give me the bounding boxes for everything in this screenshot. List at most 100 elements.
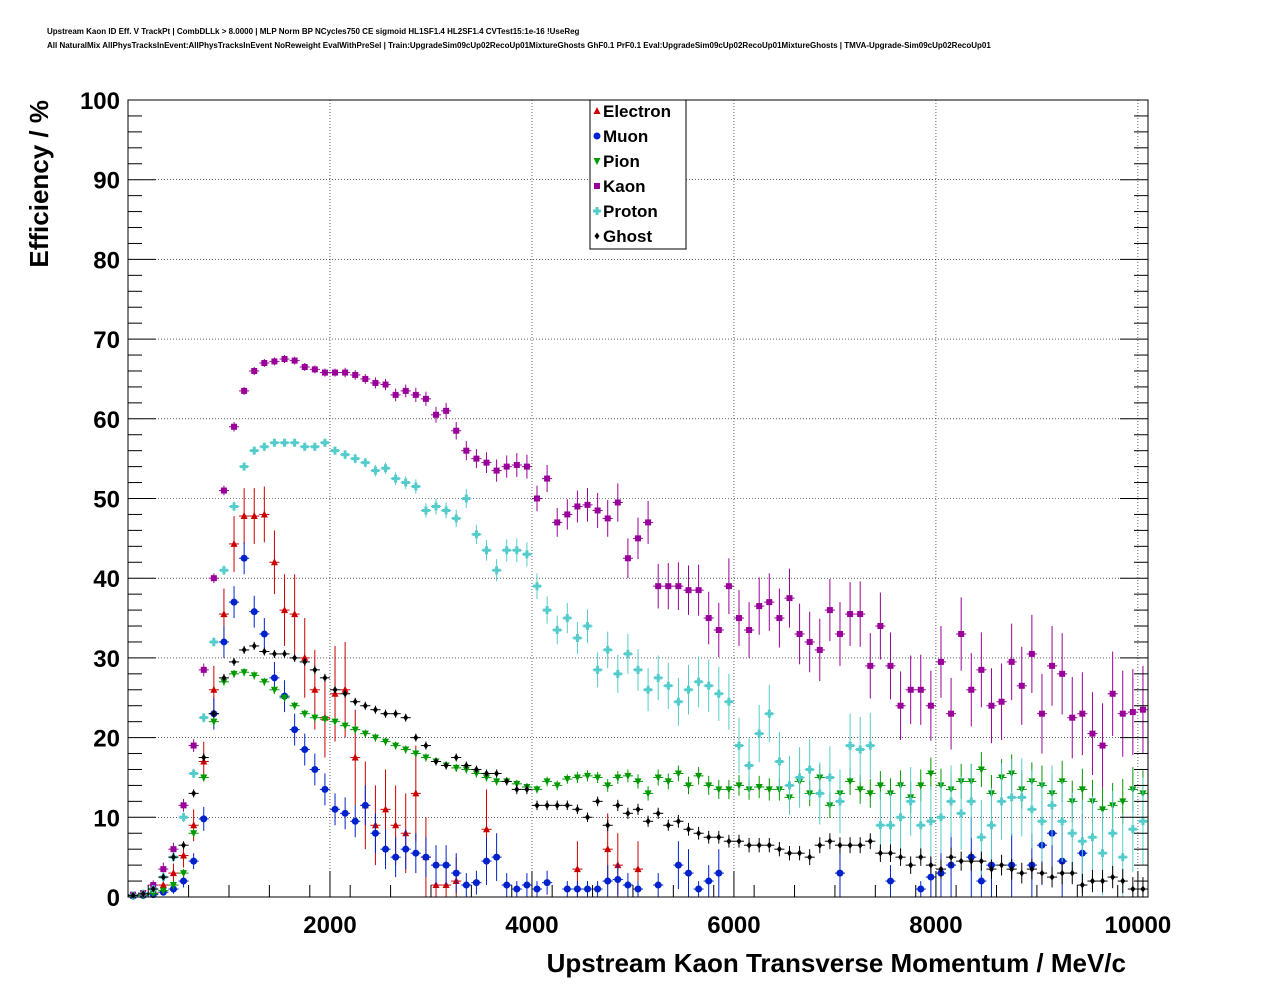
- ghost-point: [443, 761, 449, 769]
- proton-point: [361, 458, 370, 467]
- pion-point: [674, 770, 682, 778]
- ghost-point: [857, 841, 863, 849]
- muon-point: [977, 877, 985, 885]
- pion-point: [371, 734, 379, 742]
- proton-point: [442, 506, 451, 515]
- proton-point: [1078, 837, 1087, 846]
- proton-point: [381, 464, 390, 473]
- muon-point: [533, 885, 541, 893]
- y-tick-label: 30: [93, 646, 120, 673]
- proton-point: [290, 438, 299, 447]
- proton-point: [846, 741, 855, 750]
- ghost-point: [827, 837, 833, 845]
- ghost-point: [1049, 873, 1055, 881]
- kaon-point: [210, 575, 217, 582]
- muon-point: [684, 869, 692, 877]
- pion-point: [563, 776, 571, 784]
- y-tick-label: 20: [93, 726, 120, 753]
- x-axis-label: Upstream Kaon Transverse Momentum / MeV/…: [547, 948, 1126, 978]
- kaon-point: [160, 866, 167, 873]
- proton-point: [391, 474, 400, 483]
- proton-point: [351, 454, 360, 463]
- proton-point: [613, 669, 622, 678]
- kaon-point: [251, 367, 258, 374]
- y-tick-label: 90: [93, 168, 120, 195]
- muon-point: [654, 881, 662, 889]
- kaon-point: [705, 615, 712, 622]
- muon-point: [301, 746, 309, 754]
- ghost-point: [473, 765, 479, 773]
- pion-point: [159, 887, 167, 895]
- pion-point: [422, 754, 430, 762]
- kaon-point: [1089, 730, 1096, 737]
- kaon-point: [1139, 706, 1146, 713]
- ghost-point: [837, 841, 843, 849]
- kaon-point: [978, 666, 985, 673]
- muon-point: [321, 785, 329, 793]
- proton-point: [664, 681, 673, 690]
- muon-point: [634, 885, 642, 893]
- proton-point: [1058, 817, 1067, 826]
- kaon-point: [554, 519, 561, 526]
- pion-point: [149, 890, 157, 898]
- kaon-point: [948, 710, 955, 717]
- ghost-point: [241, 646, 247, 654]
- ghost-point: [766, 841, 772, 849]
- kaon-point: [806, 638, 813, 645]
- kaon-point: [261, 360, 268, 367]
- kaon-point: [968, 686, 975, 693]
- proton-point: [189, 769, 198, 778]
- kaon-point: [796, 630, 803, 637]
- proton-point: [320, 438, 329, 447]
- kaon-point: [1038, 710, 1045, 717]
- ghost-point: [908, 861, 914, 869]
- kaon-point: [1129, 709, 1136, 716]
- electron-point: [169, 869, 177, 877]
- proton-point: [785, 781, 794, 790]
- ghost-point: [282, 650, 288, 658]
- pion-point: [200, 774, 208, 782]
- pion-point: [705, 782, 713, 790]
- proton-point: [634, 665, 642, 674]
- kaon-point: [564, 511, 571, 518]
- proton-point: [684, 685, 693, 694]
- kaon-point: [1069, 714, 1076, 721]
- muon-point: [291, 726, 299, 734]
- ghost-point: [1130, 885, 1136, 893]
- pion-point: [321, 716, 329, 724]
- pion-point: [634, 778, 642, 786]
- proton-point: [1098, 849, 1107, 858]
- pion-point: [260, 678, 268, 686]
- kaon-point: [887, 662, 894, 669]
- pion-point: [594, 774, 602, 782]
- muon-point: [705, 877, 713, 885]
- ghost-point: [887, 849, 893, 857]
- kaon-point: [756, 603, 763, 610]
- ghost-point: [423, 742, 429, 750]
- electron-point: [291, 610, 299, 618]
- pion-point: [220, 678, 228, 686]
- muon-point: [624, 881, 632, 889]
- kaon-point: [937, 658, 944, 665]
- ghost-point: [251, 642, 257, 650]
- ghost-point: [524, 785, 530, 793]
- pion-point: [654, 774, 662, 782]
- ghost-point: [160, 873, 166, 881]
- pion-point: [755, 784, 763, 792]
- kaon-point: [1028, 650, 1035, 657]
- pion-point: [614, 774, 622, 782]
- ghost-point: [1079, 881, 1085, 889]
- proton-point: [1048, 801, 1057, 810]
- x-tick-label: 4000: [505, 912, 558, 939]
- ghost-point: [231, 658, 237, 666]
- kaon-point: [655, 583, 662, 590]
- proton-point: [219, 566, 228, 575]
- ghost-point: [1039, 869, 1045, 877]
- proton-point: [967, 797, 976, 806]
- ghost-point: [615, 801, 621, 809]
- muon-point: [341, 809, 349, 817]
- proton-point: [250, 446, 259, 455]
- ghost-point: [574, 805, 580, 813]
- pion-point: [483, 774, 491, 782]
- kaon-point: [170, 846, 177, 853]
